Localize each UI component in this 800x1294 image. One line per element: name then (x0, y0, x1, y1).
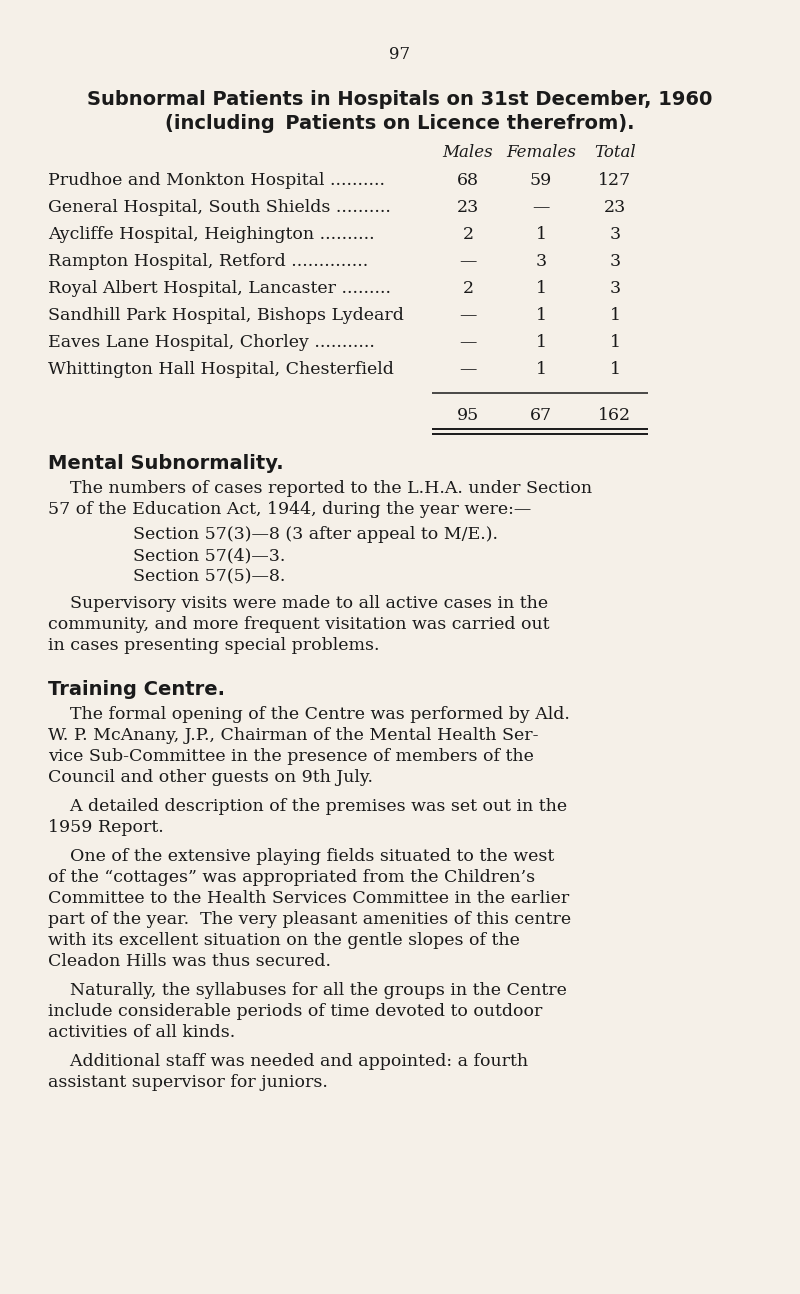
Text: (including  Patients on Licence therefrom).: (including Patients on Licence therefrom… (166, 114, 634, 133)
Text: 1959 Report.: 1959 Report. (48, 819, 164, 836)
Text: Sandhill Park Hospital, Bishops Lydeard: Sandhill Park Hospital, Bishops Lydeard (48, 307, 404, 324)
Text: 67: 67 (530, 408, 552, 424)
Text: The numbers of cases reported to the L.H.A. under Section: The numbers of cases reported to the L.H… (48, 480, 592, 497)
Text: part of the year.  The very pleasant amenities of this centre: part of the year. The very pleasant amen… (48, 911, 571, 928)
Text: Total: Total (594, 144, 636, 160)
Text: Section 57(4)—3.: Section 57(4)—3. (133, 547, 286, 564)
Text: activities of all kinds.: activities of all kinds. (48, 1024, 235, 1040)
Text: Training Centre.: Training Centre. (48, 681, 225, 699)
Text: 59: 59 (530, 172, 552, 189)
Text: assistant supervisor for juniors.: assistant supervisor for juniors. (48, 1074, 328, 1091)
Text: 127: 127 (598, 172, 632, 189)
Text: in cases presenting special problems.: in cases presenting special problems. (48, 637, 379, 653)
Text: 95: 95 (457, 408, 479, 424)
Text: Supervisory visits were made to all active cases in the: Supervisory visits were made to all acti… (48, 595, 548, 612)
Text: Eaves Lane Hospital, Chorley ...........: Eaves Lane Hospital, Chorley ........... (48, 334, 375, 351)
Text: 1: 1 (610, 361, 621, 378)
Text: 3: 3 (610, 226, 621, 243)
Text: —: — (532, 199, 550, 216)
Text: W. P. McAnany, J.P., Chairman of the Mental Health Ser-: W. P. McAnany, J.P., Chairman of the Men… (48, 727, 538, 744)
Text: Additional staff was needed and appointed: a fourth: Additional staff was needed and appointe… (48, 1053, 528, 1070)
Text: Section 57(3)—8 (3 after appeal to M/E.).: Section 57(3)—8 (3 after appeal to M/E.)… (133, 525, 498, 543)
Text: Aycliffe Hospital, Heighington ..........: Aycliffe Hospital, Heighington .........… (48, 226, 374, 243)
Text: include considerable periods of time devoted to outdoor: include considerable periods of time dev… (48, 1003, 542, 1020)
Text: —: — (459, 254, 477, 270)
Text: Females: Females (506, 144, 576, 160)
Text: 23: 23 (604, 199, 626, 216)
Text: with its excellent situation on the gentle slopes of the: with its excellent situation on the gent… (48, 932, 520, 949)
Text: A detailed description of the premises was set out in the: A detailed description of the premises w… (48, 798, 567, 815)
Text: 23: 23 (457, 199, 479, 216)
Text: 3: 3 (610, 254, 621, 270)
Text: Cleadon Hills was thus secured.: Cleadon Hills was thus secured. (48, 952, 331, 970)
Text: —: — (459, 361, 477, 378)
Text: 2: 2 (462, 280, 474, 298)
Text: 162: 162 (598, 408, 631, 424)
Text: Royal Albert Hospital, Lancaster .........: Royal Albert Hospital, Lancaster .......… (48, 280, 391, 298)
Text: community, and more frequent visitation was carried out: community, and more frequent visitation … (48, 616, 550, 633)
Text: 1: 1 (535, 280, 546, 298)
Text: —: — (459, 334, 477, 351)
Text: Whittington Hall Hospital, Chesterfield: Whittington Hall Hospital, Chesterfield (48, 361, 394, 378)
Text: General Hospital, South Shields ..........: General Hospital, South Shields ........… (48, 199, 391, 216)
Text: 2: 2 (462, 226, 474, 243)
Text: Committee to the Health Services Committee in the earlier: Committee to the Health Services Committ… (48, 890, 570, 907)
Text: Subnormal Patients in Hospitals on 31st December, 1960: Subnormal Patients in Hospitals on 31st … (87, 91, 713, 109)
Text: 1: 1 (535, 334, 546, 351)
Text: Council and other guests on 9th July.: Council and other guests on 9th July. (48, 769, 373, 785)
Text: 3: 3 (610, 280, 621, 298)
Text: Prudhoe and Monkton Hospital ..........: Prudhoe and Monkton Hospital .......... (48, 172, 385, 189)
Text: 1: 1 (535, 307, 546, 324)
Text: 97: 97 (390, 47, 410, 63)
Text: Naturally, the syllabuses for all the groups in the Centre: Naturally, the syllabuses for all the gr… (48, 982, 567, 999)
Text: 1: 1 (610, 334, 621, 351)
Text: 1: 1 (535, 226, 546, 243)
Text: 1: 1 (610, 307, 621, 324)
Text: Mental Subnormality.: Mental Subnormality. (48, 454, 284, 474)
Text: 3: 3 (535, 254, 546, 270)
Text: 68: 68 (457, 172, 479, 189)
Text: 57 of the Education Act, 1944, during the year were:—: 57 of the Education Act, 1944, during th… (48, 501, 531, 518)
Text: 1: 1 (535, 361, 546, 378)
Text: of the “cottages” was appropriated from the Children’s: of the “cottages” was appropriated from … (48, 870, 535, 886)
Text: One of the extensive playing fields situated to the west: One of the extensive playing fields situ… (48, 848, 554, 864)
Text: —: — (459, 307, 477, 324)
Text: Males: Males (442, 144, 494, 160)
Text: The formal opening of the Centre was performed by Ald.: The formal opening of the Centre was per… (48, 707, 570, 723)
Text: Rampton Hospital, Retford ..............: Rampton Hospital, Retford .............. (48, 254, 368, 270)
Text: vice Sub-Committee in the presence of members of the: vice Sub-Committee in the presence of me… (48, 748, 534, 765)
Text: Section 57(5)—8.: Section 57(5)—8. (133, 568, 286, 585)
